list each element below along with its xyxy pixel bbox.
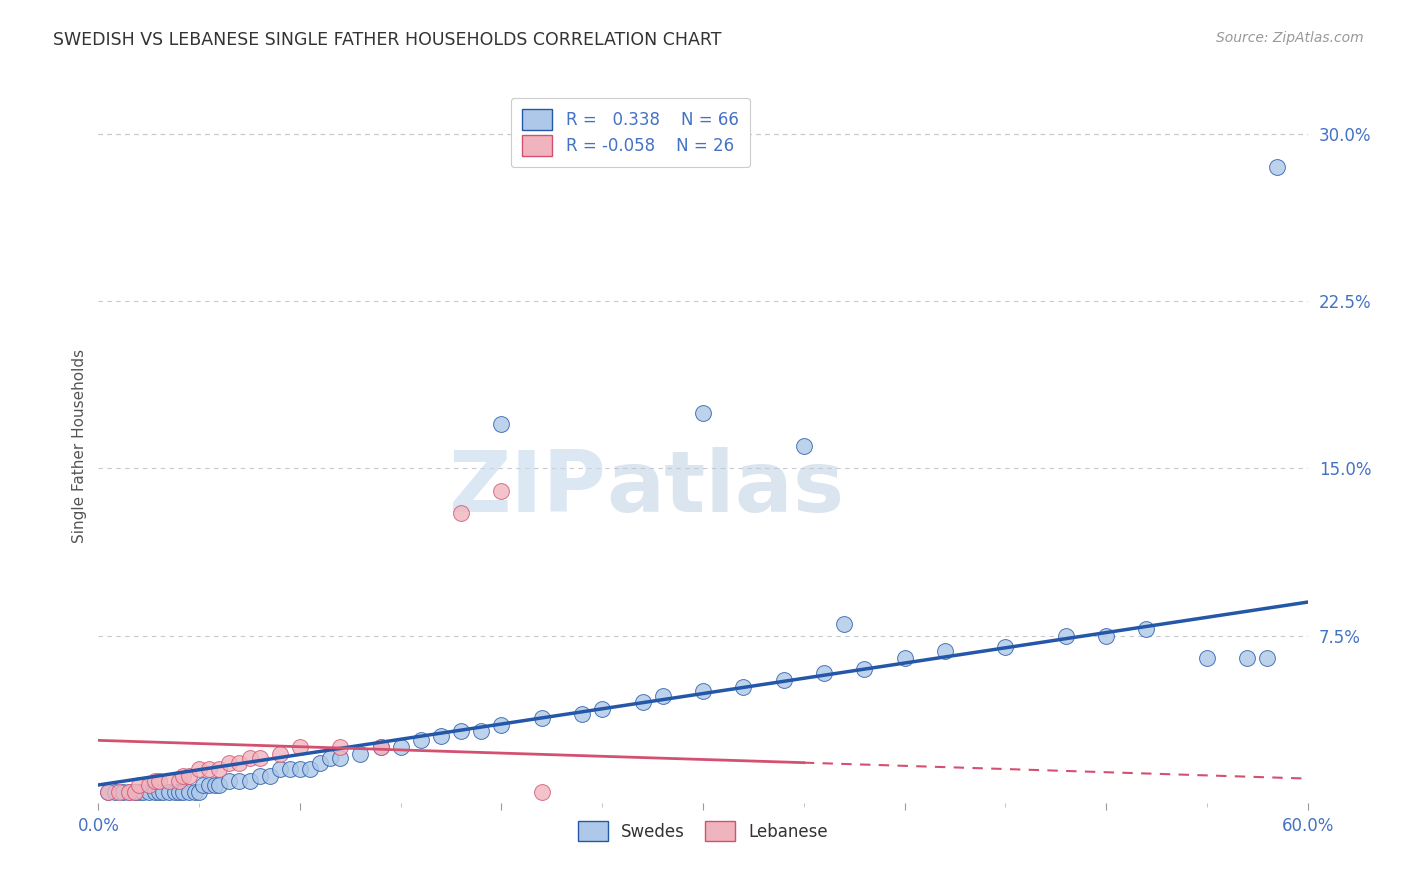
Text: SWEDISH VS LEBANESE SINGLE FATHER HOUSEHOLDS CORRELATION CHART: SWEDISH VS LEBANESE SINGLE FATHER HOUSEH… bbox=[53, 31, 721, 49]
Point bbox=[157, 773, 180, 788]
Point bbox=[97, 785, 120, 799]
Point bbox=[188, 762, 211, 776]
Point bbox=[208, 778, 231, 792]
Point bbox=[167, 773, 190, 788]
Text: atlas: atlas bbox=[606, 447, 845, 531]
Point bbox=[1267, 161, 1289, 175]
Point bbox=[97, 785, 120, 799]
Point bbox=[853, 662, 876, 676]
Point bbox=[138, 785, 160, 799]
Point bbox=[651, 689, 673, 703]
Point bbox=[1236, 651, 1258, 665]
Point bbox=[167, 785, 190, 799]
Point bbox=[124, 785, 146, 799]
Point bbox=[793, 439, 815, 453]
Point bbox=[118, 785, 141, 799]
Point bbox=[772, 673, 794, 687]
Point bbox=[172, 769, 194, 783]
Point bbox=[430, 729, 453, 743]
Point bbox=[193, 778, 215, 792]
Text: Source: ZipAtlas.com: Source: ZipAtlas.com bbox=[1216, 31, 1364, 45]
Point bbox=[103, 785, 125, 799]
Point bbox=[319, 751, 342, 765]
Point bbox=[288, 740, 311, 755]
Point bbox=[172, 785, 194, 799]
Point bbox=[450, 506, 472, 520]
Legend: Swedes, Lebanese: Swedes, Lebanese bbox=[571, 814, 835, 848]
Point bbox=[128, 778, 150, 792]
Point bbox=[208, 762, 231, 776]
Point bbox=[163, 785, 186, 799]
Point bbox=[184, 785, 207, 799]
Point bbox=[239, 773, 262, 788]
Point bbox=[138, 778, 160, 792]
Point bbox=[571, 706, 593, 721]
Point bbox=[491, 483, 513, 498]
Point bbox=[692, 405, 714, 419]
Point bbox=[631, 696, 654, 710]
Point bbox=[249, 769, 271, 783]
Point bbox=[370, 740, 392, 755]
Point bbox=[1256, 651, 1278, 665]
Point bbox=[204, 778, 226, 792]
Point bbox=[934, 644, 956, 658]
Point bbox=[530, 711, 553, 725]
Point bbox=[813, 666, 835, 681]
Point bbox=[893, 651, 915, 665]
Point bbox=[370, 740, 392, 755]
Point bbox=[1135, 622, 1157, 636]
Point bbox=[692, 684, 714, 698]
Point bbox=[143, 785, 166, 799]
Point bbox=[249, 751, 271, 765]
Point bbox=[218, 773, 240, 788]
Point bbox=[733, 680, 755, 694]
Point bbox=[389, 740, 412, 755]
Point bbox=[107, 785, 129, 799]
Point bbox=[218, 756, 240, 770]
Point bbox=[198, 778, 221, 792]
Point bbox=[349, 747, 371, 761]
Point bbox=[179, 769, 201, 783]
Y-axis label: Single Father Households: Single Father Households bbox=[72, 349, 87, 543]
Point bbox=[111, 785, 134, 799]
Point bbox=[228, 756, 250, 770]
Point bbox=[228, 773, 250, 788]
Point bbox=[299, 762, 322, 776]
Point bbox=[591, 702, 613, 716]
Point bbox=[118, 785, 141, 799]
Point bbox=[409, 733, 432, 747]
Point bbox=[148, 773, 170, 788]
Point bbox=[450, 724, 472, 739]
Point bbox=[1095, 628, 1118, 642]
Point bbox=[148, 785, 170, 799]
Point bbox=[491, 417, 513, 431]
Point bbox=[269, 747, 291, 761]
Point bbox=[994, 640, 1017, 654]
Point bbox=[198, 762, 221, 776]
Point bbox=[288, 762, 311, 776]
Point bbox=[128, 785, 150, 799]
Point bbox=[329, 740, 352, 755]
Point bbox=[329, 751, 352, 765]
Point bbox=[491, 717, 513, 731]
Point bbox=[530, 785, 553, 799]
Point bbox=[152, 785, 174, 799]
Point bbox=[470, 724, 492, 739]
Point bbox=[309, 756, 332, 770]
Point bbox=[157, 785, 180, 799]
Point bbox=[1054, 628, 1077, 642]
Point bbox=[124, 785, 146, 799]
Point bbox=[269, 762, 291, 776]
Point bbox=[259, 769, 281, 783]
Point bbox=[132, 785, 155, 799]
Text: ZIP: ZIP bbox=[449, 447, 606, 531]
Point bbox=[1195, 651, 1218, 665]
Point bbox=[239, 751, 262, 765]
Point bbox=[143, 773, 166, 788]
Point bbox=[179, 785, 201, 799]
Point bbox=[278, 762, 301, 776]
Point bbox=[832, 617, 855, 632]
Point bbox=[188, 785, 211, 799]
